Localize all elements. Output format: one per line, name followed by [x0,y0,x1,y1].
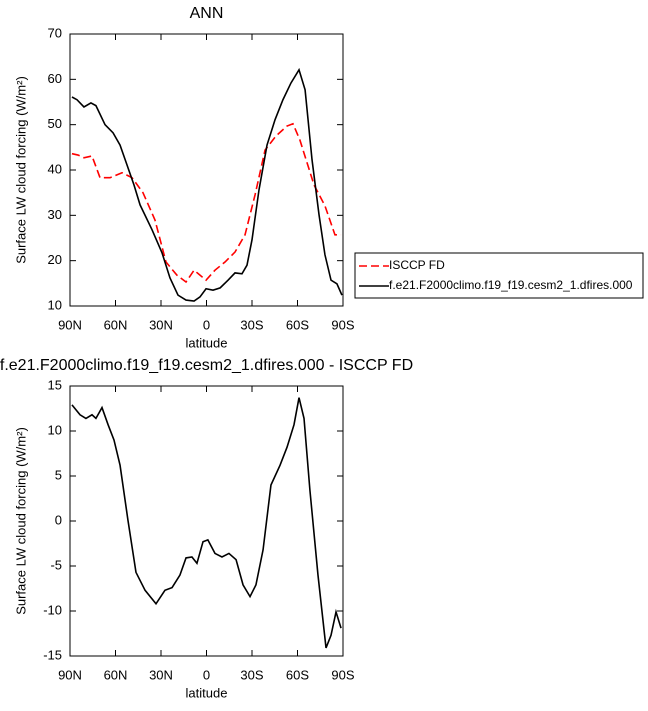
data-line [71,122,342,284]
legend-label: f.e21.F2000climo.f19_f19.cesm2_1.dfires.… [389,278,633,292]
legend-label: ISCCP FD [389,258,445,272]
x-tick-label: 90S [331,667,354,682]
y-tick-label: -5 [50,557,62,572]
x-tick-label: 60S [286,667,309,682]
x-tick-label: 90N [58,317,82,332]
x-tick-label: 30N [149,317,173,332]
y-tick-label: 70 [48,25,62,40]
x-tick-label: 0 [203,317,210,332]
y-tick-label: 40 [48,161,62,176]
x-tick-label: 90S [331,317,354,332]
x-axis-label: latitude [186,335,228,350]
x-tick-label: 90N [58,667,82,682]
y-tick-label: -15 [43,647,62,662]
y-tick-label: 10 [48,422,62,437]
data-line [71,397,342,649]
y-tick-label: 15 [48,377,62,392]
plot-frame [69,385,344,657]
y-tick-label: -10 [43,602,62,617]
y-tick-label: 0 [55,512,62,527]
x-axis-label: latitude [186,685,228,700]
plot-frame [69,33,344,307]
y-tick-label: 50 [48,116,62,131]
chart-title: ANN [190,5,224,22]
data-line [71,67,343,302]
y-axis-label: Surface LW cloud forcing (W/m²) [13,427,28,615]
y-axis-label: Surface LW cloud forcing (W/m²) [13,76,28,264]
legend-box [354,252,644,299]
x-tick-label: 0 [203,667,210,682]
x-tick-label: 60N [104,667,128,682]
x-tick-label: 60S [286,317,309,332]
y-tick-label: 60 [48,71,62,86]
y-tick-label: 5 [55,467,62,482]
y-tick-label: 10 [48,297,62,312]
y-tick-label: 20 [48,252,62,267]
x-tick-label: 30S [240,317,263,332]
chart-title: f.e21.F2000climo.f19_f19.cesm2_1.dfires.… [0,357,413,374]
x-tick-label: 30N [149,667,173,682]
y-tick-label: 30 [48,207,62,222]
x-tick-label: 60N [104,317,128,332]
x-tick-label: 30S [240,667,263,682]
